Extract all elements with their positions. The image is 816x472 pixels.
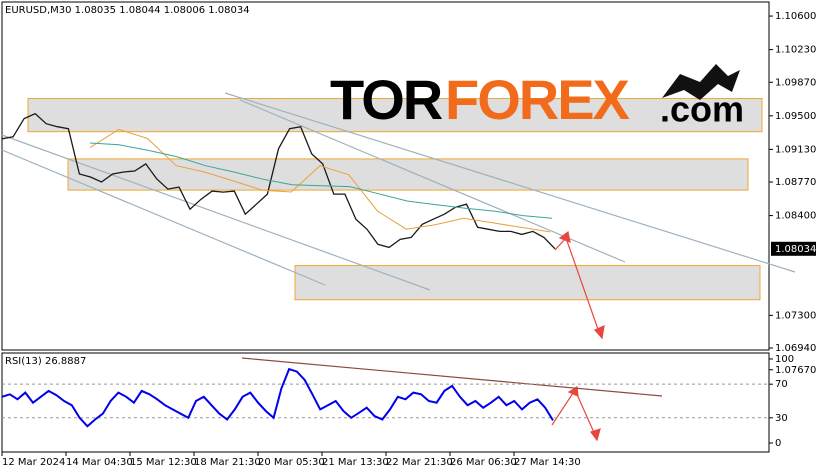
series-line [1, 112, 556, 250]
x-tick-label: 18 Mar 21:30 [194, 457, 261, 468]
y-tick-label: 70 [775, 379, 788, 390]
x-tick-label: 15 Mar 12:30 [130, 457, 197, 468]
series-line [89, 142, 553, 219]
x-tick-label: 27 Mar 14:30 [514, 457, 581, 468]
y-tick-label: 30 [775, 413, 788, 424]
arrow-head [567, 385, 579, 397]
zone [294, 265, 761, 301]
channel-line [1, 134, 431, 291]
series-line [1, 367, 554, 428]
y-tick-label: 1.07300 [775, 310, 816, 321]
arrow-head [590, 428, 601, 442]
x-tick-label: 21 Mar 13:30 [322, 457, 389, 468]
x-tick-label: 20 Mar 05:30 [258, 457, 325, 468]
zone [27, 98, 763, 133]
x-tick-label: 12 Mar 2024 [2, 457, 65, 468]
logo-com: .com [660, 89, 744, 130]
logo-tor: TOR [330, 68, 443, 131]
x-tick-label: 26 Mar 06:30 [450, 457, 517, 468]
rsi-title: RSI(13) 26.8887 [5, 356, 86, 367]
arrow-head [558, 230, 571, 243]
y-tick-label: 1.09500 [775, 111, 816, 122]
y-tick-label: 1.06940 [775, 343, 816, 354]
logo: TOR FOREX .com [330, 64, 744, 131]
current-price-label: 1.08034 [775, 244, 816, 255]
channel-line [224, 92, 796, 273]
y-tick-label: 1.07670 [775, 365, 816, 376]
arrow-head [594, 324, 605, 340]
y-tick-label: 0 [775, 438, 781, 449]
y-tick-label: 1.08400 [775, 211, 816, 222]
rsi-trend-line [241, 357, 663, 397]
y-tick-label: 1.08770 [775, 177, 816, 188]
series-line [89, 128, 551, 233]
chart-title: EURUSD,M30 1.08035 1.08044 1.08006 1.080… [5, 5, 250, 16]
y-tick-label: 1.10600 [775, 11, 816, 22]
current-price-box [771, 241, 816, 256]
trend-lines [1, 92, 796, 291]
logo-forex: FOREX [445, 68, 630, 131]
y-tick-label: 1.09130 [775, 144, 816, 155]
channel-line [1, 149, 326, 286]
y-tick-label: 1.09870 [775, 77, 816, 88]
forecast-arrows [551, 230, 605, 442]
x-tick-label: 22 Mar 21:30 [386, 457, 453, 468]
price-panel [1, 1, 770, 351]
y-tick-label: 100 [775, 354, 794, 365]
x-tick-label: 14 Mar 04:30 [66, 457, 133, 468]
y-tick-label: 1.10230 [775, 45, 816, 56]
channel-line [239, 99, 626, 263]
zone [67, 158, 749, 191]
logo-bull [662, 64, 740, 100]
